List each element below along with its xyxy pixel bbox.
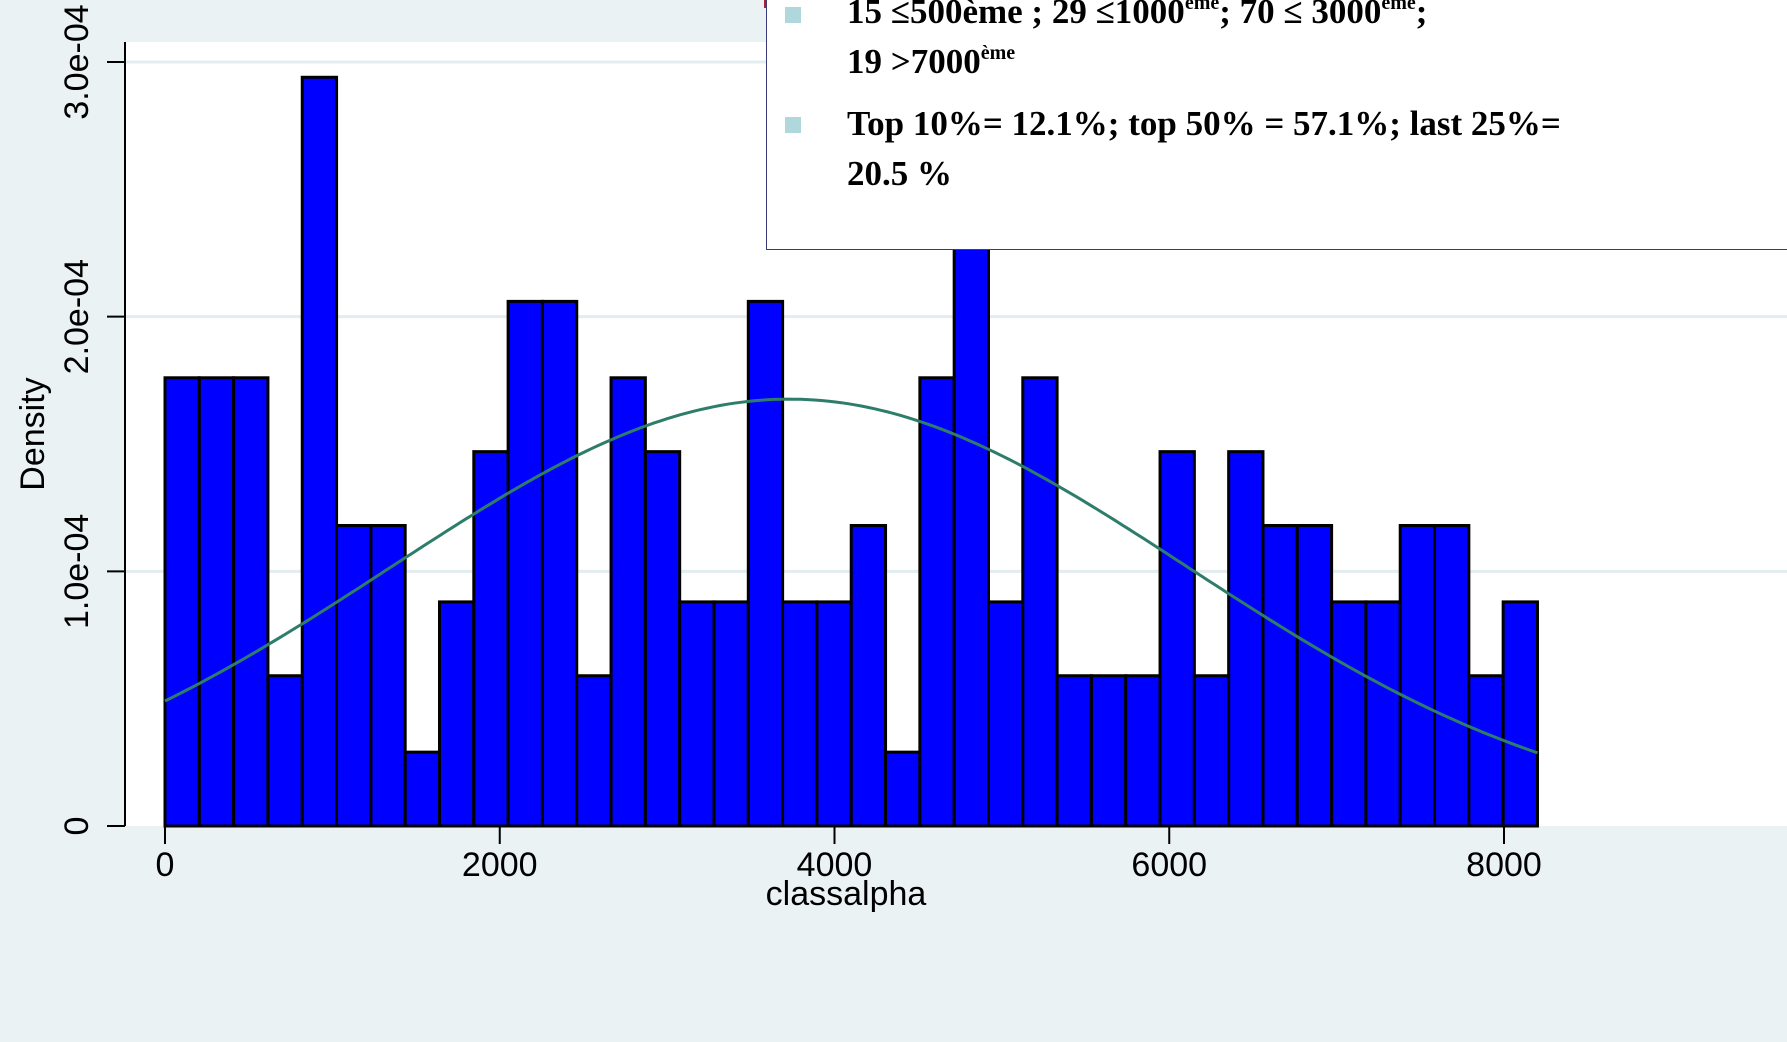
- histogram-bar: [575, 674, 613, 828]
- histogram-bar: [609, 376, 647, 828]
- bullet-square-icon: [785, 7, 801, 23]
- callout-line1-sup-2: ème: [1381, 0, 1416, 14]
- histogram-bar: [815, 600, 853, 828]
- callout-line2-sup: ème: [980, 42, 1016, 64]
- bullet-square-icon: [785, 117, 801, 133]
- histogram-bar: [1467, 674, 1505, 828]
- histogram-bar: [1261, 523, 1299, 828]
- callout-line1-part-a: 15 ≤500ème ; 29 ≤1000: [847, 0, 1185, 31]
- y-axis-title: Density: [14, 377, 52, 490]
- histogram-bar: [678, 600, 716, 828]
- histogram-bar: [506, 299, 544, 828]
- histogram-bar: [1055, 674, 1093, 828]
- x-tick-label: 8000: [1466, 846, 1542, 884]
- x-tick-label: 4000: [797, 846, 873, 884]
- histogram-bar: [437, 600, 476, 828]
- histogram-bar: [540, 299, 579, 828]
- histogram-bar: [746, 299, 785, 828]
- histogram-bar: [781, 600, 819, 828]
- callout-line2-text: 19 >7000: [847, 42, 981, 81]
- histogram-bar: [1398, 523, 1437, 828]
- histogram-bar: [232, 376, 270, 828]
- x-axis-title: classalpha: [766, 875, 927, 913]
- histogram-bar: [1433, 523, 1471, 828]
- histogram-bar: [1158, 450, 1196, 828]
- histogram-bar: [403, 750, 441, 828]
- normal-curve-layer: [164, 397, 1538, 755]
- histogram-bar: [1021, 376, 1059, 828]
- histogram-bar: [472, 450, 510, 828]
- callout-bullet-1-text: 15 ≤500ème ; 29 ≤1000ème; 70 ≤ 3000ème; …: [847, 0, 1567, 87]
- histogram-bar: [643, 450, 682, 828]
- histogram-bar: [849, 523, 888, 828]
- histogram-bar: [1227, 450, 1265, 828]
- axes: 0 1.0e-04 2.0e-04 3.0e-04 0 2000 4000 6000 8000: [58, 4, 1542, 884]
- histogram-bar: [712, 600, 750, 828]
- histogram-bar: [1295, 523, 1334, 828]
- y-tick-label: 2.0e-04: [58, 259, 96, 374]
- histogram-bar: [1364, 600, 1402, 828]
- callout-line1-sup-1: ème: [1184, 0, 1220, 14]
- histogram-bar: [884, 750, 922, 828]
- histogram-bar: [197, 376, 236, 828]
- callout-box: 15 ≤500ème ; 29 ≤1000ème; 70 ≤ 3000ème; …: [766, 0, 1787, 250]
- x-tick-label: 6000: [1131, 846, 1207, 884]
- x-tick-label: 2000: [462, 846, 538, 884]
- normal-density-curve: [164, 397, 1538, 755]
- callout-bullet-2-text: Top 10%= 12.1%; top 50% = 57.1%; last 25…: [847, 104, 1561, 193]
- y-tick-label: 3.0e-04: [58, 4, 96, 119]
- y-tick-label: 1.0e-04: [58, 514, 96, 629]
- histogram-bar: [952, 226, 990, 828]
- callout-line1-part-c: ;: [1415, 0, 1428, 31]
- histogram-bar: [918, 376, 956, 828]
- y-tick-label: 0: [58, 817, 96, 836]
- histogram-bar: [266, 674, 304, 828]
- histogram-bar: [1089, 674, 1128, 828]
- histogram-bar: [300, 75, 339, 828]
- histogram-bar: [1330, 600, 1368, 828]
- histogram-bar: [1192, 674, 1231, 828]
- x-tick-label: 0: [156, 846, 175, 884]
- histogram-bar: [335, 523, 373, 828]
- callout-line1-part-b: ; 70 ≤ 3000: [1219, 0, 1382, 31]
- histogram-bar: [163, 376, 201, 828]
- histogram-bar: [1501, 600, 1539, 828]
- histogram-bar: [1124, 674, 1162, 828]
- histogram-bar: [986, 600, 1025, 828]
